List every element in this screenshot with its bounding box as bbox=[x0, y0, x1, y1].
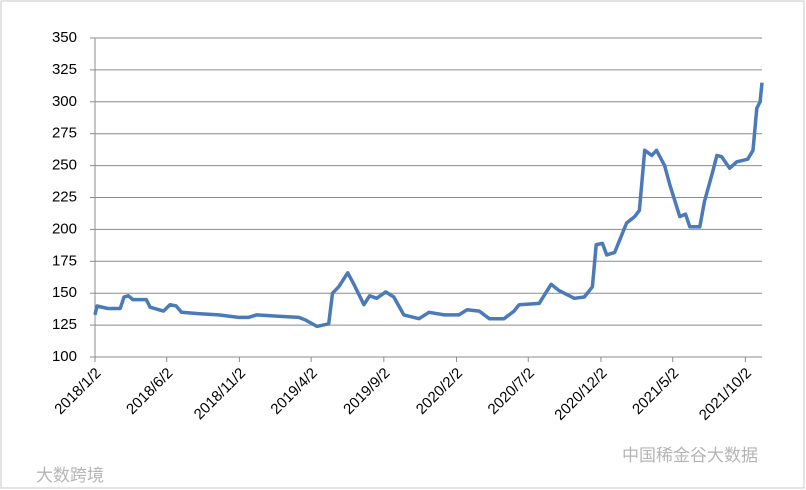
line bbox=[93, 82, 764, 329]
y-tick-label: 175 bbox=[52, 252, 77, 269]
y-tick-label: 125 bbox=[52, 316, 77, 333]
y-tick-label: 100 bbox=[52, 348, 77, 365]
y-tick-label: 350 bbox=[52, 29, 77, 46]
watermark-right: 中国稀金谷大数据 bbox=[622, 446, 758, 466]
y-tick-label: 150 bbox=[52, 284, 77, 301]
y-tick-label: 200 bbox=[52, 220, 77, 237]
y-tick-label: 300 bbox=[52, 93, 77, 110]
y-tick-label: 275 bbox=[52, 125, 77, 142]
y-tick-label: 325 bbox=[52, 61, 77, 78]
y-tick-label: 225 bbox=[52, 188, 77, 205]
watermark-left: 大数跨境 bbox=[36, 466, 104, 486]
y-tick-label: 250 bbox=[52, 157, 77, 174]
